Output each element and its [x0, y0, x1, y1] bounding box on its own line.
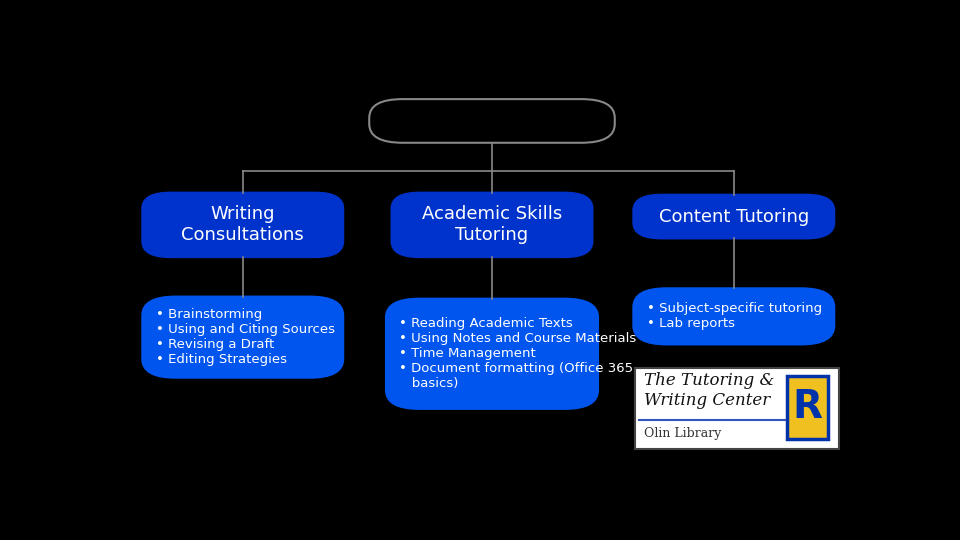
FancyBboxPatch shape: [386, 299, 598, 409]
Text: • Brainstorming
• Using and Citing Sources
• Revising a Draft
• Editing Strategi: • Brainstorming • Using and Citing Sourc…: [156, 308, 335, 366]
Text: Olin Library: Olin Library: [644, 427, 721, 440]
FancyBboxPatch shape: [142, 296, 344, 377]
FancyBboxPatch shape: [787, 376, 828, 439]
Text: • Reading Academic Texts
• Using Notes and Course Materials
• Time Management
• : • Reading Academic Texts • Using Notes a…: [399, 318, 636, 390]
FancyBboxPatch shape: [142, 193, 344, 257]
Text: • Subject-specific tutoring
• Lab reports: • Subject-specific tutoring • Lab report…: [647, 302, 822, 330]
Text: Writing
Consultations: Writing Consultations: [181, 206, 304, 244]
FancyBboxPatch shape: [634, 288, 834, 345]
Text: The Tutoring &
Writing Center: The Tutoring & Writing Center: [644, 373, 774, 409]
Text: Academic Skills
Tutoring: Academic Skills Tutoring: [421, 206, 563, 244]
FancyBboxPatch shape: [634, 195, 834, 238]
FancyBboxPatch shape: [635, 368, 839, 449]
FancyBboxPatch shape: [392, 193, 592, 257]
FancyBboxPatch shape: [370, 99, 614, 143]
Text: Content Tutoring: Content Tutoring: [659, 207, 809, 226]
Text: R: R: [793, 388, 823, 426]
